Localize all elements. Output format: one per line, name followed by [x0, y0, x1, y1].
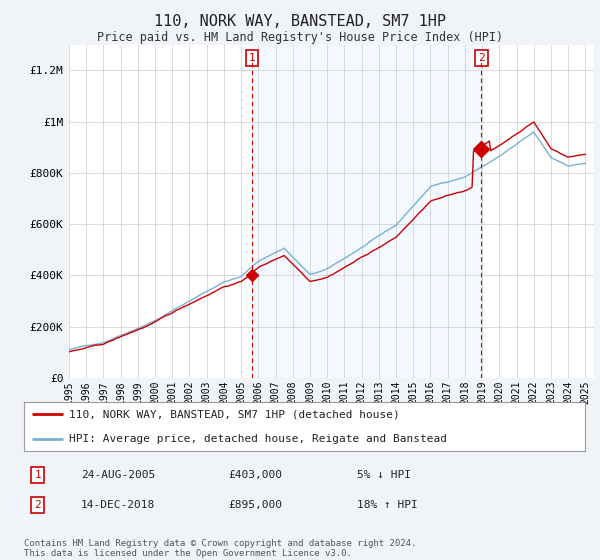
Text: 24-AUG-2005: 24-AUG-2005: [81, 470, 155, 480]
Text: 5% ↓ HPI: 5% ↓ HPI: [357, 470, 411, 480]
Text: Contains HM Land Registry data © Crown copyright and database right 2024.
This d: Contains HM Land Registry data © Crown c…: [24, 539, 416, 558]
Text: £403,000: £403,000: [228, 470, 282, 480]
Text: 18% ↑ HPI: 18% ↑ HPI: [357, 500, 418, 510]
Bar: [253, 45, 481, 378]
Text: 2: 2: [34, 500, 41, 510]
Text: Price paid vs. HM Land Registry's House Price Index (HPI): Price paid vs. HM Land Registry's House …: [97, 31, 503, 44]
Text: 14-DEC-2018: 14-DEC-2018: [81, 500, 155, 510]
Text: 1: 1: [249, 53, 256, 63]
Text: 110, NORK WAY, BANSTEAD, SM7 1HP (detached house): 110, NORK WAY, BANSTEAD, SM7 1HP (detach…: [69, 409, 400, 419]
Text: 110, NORK WAY, BANSTEAD, SM7 1HP: 110, NORK WAY, BANSTEAD, SM7 1HP: [154, 14, 446, 29]
Text: HPI: Average price, detached house, Reigate and Banstead: HPI: Average price, detached house, Reig…: [69, 434, 447, 444]
Text: 2: 2: [478, 53, 485, 63]
Text: 1: 1: [34, 470, 41, 480]
Text: £895,000: £895,000: [228, 500, 282, 510]
